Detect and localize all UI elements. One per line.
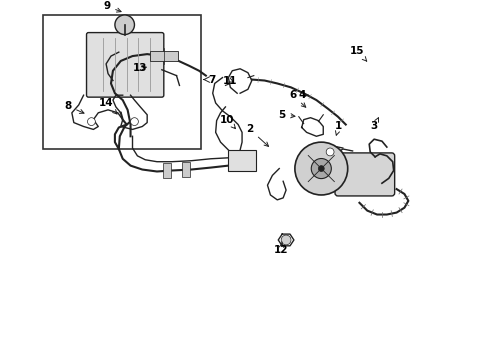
Text: 10: 10 xyxy=(220,114,236,129)
Text: 14: 14 xyxy=(99,98,117,114)
Text: 5: 5 xyxy=(278,110,295,120)
Bar xyxy=(150,51,177,61)
Text: 3: 3 xyxy=(370,118,379,131)
Text: 15: 15 xyxy=(350,46,367,61)
Text: 4: 4 xyxy=(298,90,308,100)
Bar xyxy=(163,163,171,178)
FancyBboxPatch shape xyxy=(87,33,164,97)
Bar xyxy=(182,162,190,177)
Circle shape xyxy=(311,158,331,179)
Text: 8: 8 xyxy=(64,101,84,113)
Circle shape xyxy=(130,118,138,126)
Circle shape xyxy=(115,15,134,35)
Text: 7: 7 xyxy=(208,75,215,85)
Text: 2: 2 xyxy=(246,125,269,147)
FancyBboxPatch shape xyxy=(335,153,394,196)
Bar xyxy=(228,150,256,171)
Text: 11: 11 xyxy=(223,76,238,86)
Circle shape xyxy=(326,148,334,156)
Text: 13: 13 xyxy=(133,63,147,73)
Text: 1: 1 xyxy=(335,121,343,135)
Circle shape xyxy=(295,142,348,195)
Text: 9: 9 xyxy=(103,1,121,12)
Text: 6: 6 xyxy=(289,90,306,107)
Bar xyxy=(43,15,201,149)
Circle shape xyxy=(318,166,324,171)
Circle shape xyxy=(281,235,291,245)
Text: 12: 12 xyxy=(274,242,289,255)
Circle shape xyxy=(88,118,96,126)
